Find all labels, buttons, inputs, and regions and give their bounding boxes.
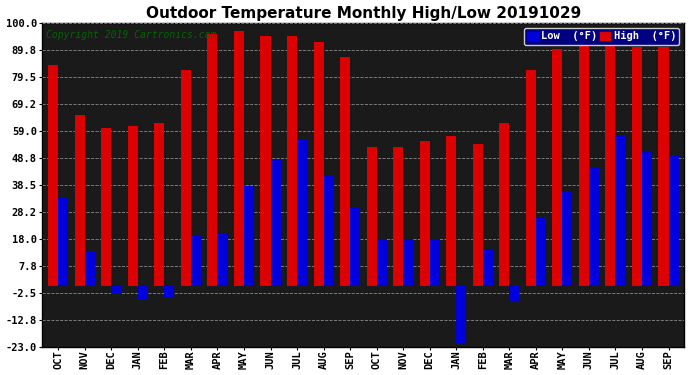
Bar — [456, 286, 466, 344]
Bar — [658, 47, 669, 286]
Bar — [164, 286, 175, 297]
Bar — [446, 136, 456, 286]
Legend: Low  (°F), High  (°F): Low (°F), High (°F) — [524, 28, 679, 45]
Bar — [350, 207, 360, 286]
Bar — [191, 236, 201, 286]
Text: Copyright 2019 Cartronics.com: Copyright 2019 Cartronics.com — [46, 30, 216, 40]
Bar — [340, 57, 350, 286]
Bar — [393, 147, 403, 286]
Bar — [85, 252, 95, 286]
Bar — [473, 144, 483, 286]
Bar — [642, 152, 652, 286]
Bar — [244, 186, 254, 286]
Bar — [297, 139, 307, 286]
Bar — [217, 234, 228, 286]
Bar — [366, 147, 377, 286]
Bar — [377, 239, 387, 286]
Bar — [669, 154, 678, 286]
Bar — [403, 239, 413, 286]
Bar — [483, 249, 493, 286]
Bar — [58, 196, 68, 286]
Bar — [589, 168, 599, 286]
Bar — [605, 42, 615, 286]
Bar — [324, 176, 334, 286]
Bar — [75, 115, 85, 286]
Bar — [420, 141, 430, 286]
Bar — [500, 123, 509, 286]
Bar — [138, 286, 148, 299]
Bar — [552, 50, 562, 286]
Bar — [101, 128, 111, 286]
Bar — [208, 34, 217, 286]
Bar — [430, 239, 440, 286]
Bar — [509, 286, 520, 302]
Bar — [48, 65, 58, 286]
Bar — [287, 36, 297, 286]
Bar — [536, 217, 546, 286]
Bar — [632, 47, 642, 286]
Bar — [615, 136, 626, 286]
Bar — [155, 123, 164, 286]
Bar — [128, 126, 138, 286]
Bar — [111, 286, 121, 294]
Bar — [181, 70, 191, 286]
Bar — [270, 160, 281, 286]
Bar — [313, 42, 324, 286]
Title: Outdoor Temperature Monthly High/Low 20191029: Outdoor Temperature Monthly High/Low 201… — [146, 6, 581, 21]
Bar — [526, 70, 536, 286]
Bar — [579, 34, 589, 286]
Bar — [260, 36, 270, 286]
Bar — [562, 191, 573, 286]
Bar — [234, 31, 244, 286]
